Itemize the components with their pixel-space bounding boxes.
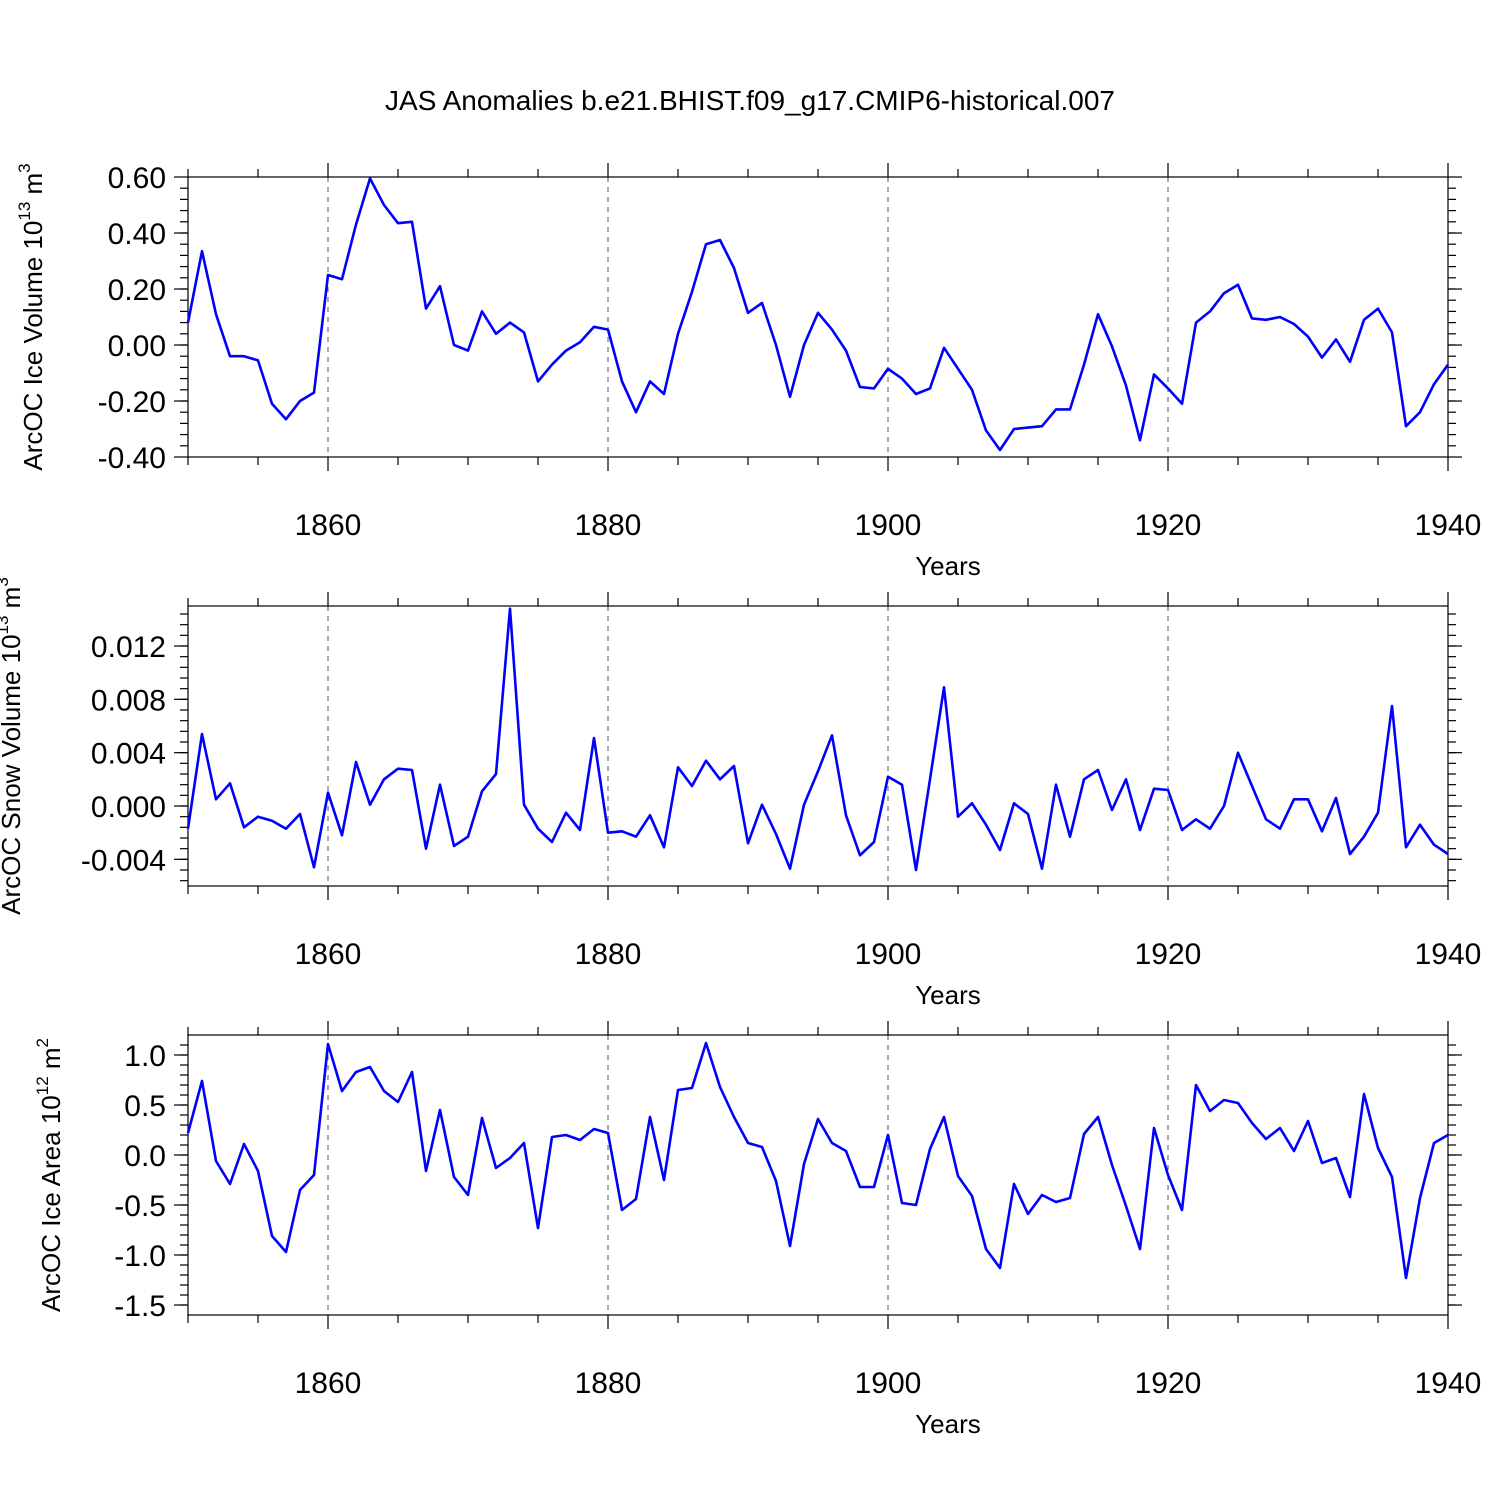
y-tick-label: -0.40 [98, 442, 166, 475]
y-axis-label-superscript: 13 [0, 616, 12, 635]
y-tick-label: -1.5 [114, 1290, 166, 1323]
series-line-snow-volume [186, 607, 1449, 872]
x-tick-label: 1900 [855, 1367, 922, 1400]
y-tick-label: 0.40 [108, 218, 166, 251]
y-axis-label: ArcOC Snow Volume 1013 m3 [0, 577, 26, 915]
y-tick-label: 0.000 [91, 791, 166, 824]
y-axis-label-superscript: 13 [15, 202, 34, 221]
y-axis-label-superscript: 3 [0, 577, 12, 586]
x-tick-label: 1900 [855, 509, 922, 542]
panels: -0.40 -0.20 0.00 0.20 0.40 0.60 1860 1880 1900 19… [0, 162, 1481, 1439]
y-axis-label-superscript: 2 [33, 1038, 52, 1047]
x-tick-label: 1860 [295, 938, 362, 971]
series-line-ice-volume [186, 177, 1450, 452]
y-tick-label: -0.20 [98, 386, 166, 419]
x-tick-label: 1880 [575, 1367, 642, 1400]
panel-snow-volume: -0.004 0.000 0.004 0.008 0.012 1860 1880 1900 19… [0, 577, 1481, 1010]
x-axis-label: Years [915, 551, 981, 581]
y-axis-label-text: m [18, 173, 48, 202]
x-tick-label: 1940 [1415, 1367, 1482, 1400]
x-tick-label: 1880 [575, 509, 642, 542]
y-tick-label: 0.00 [108, 330, 166, 363]
y-axis-label-text: ArcOC Snow Volume 10 [0, 634, 26, 914]
y-axis-label-text: m [0, 587, 26, 616]
y-axis-label-superscript: 3 [15, 163, 34, 172]
x-axis-label: Years [915, 1409, 981, 1439]
y-axis-label-text: ArcOC Ice Volume 10 [18, 221, 48, 471]
x-tick-label: 1860 [295, 1367, 362, 1400]
y-tick-label: 0.008 [91, 684, 166, 717]
series-line-ice-area [186, 1041, 1449, 1280]
y-tick-label: 0.004 [91, 738, 166, 771]
x-tick-label: 1940 [1415, 938, 1482, 971]
panel-ice-area: -1.5 -1.0 -0.5 0.0 0.5 1.0 1860 1880 1900 1920 194… [33, 1021, 1481, 1439]
panel-ice-volume: -0.40 -0.20 0.00 0.20 0.40 0.60 1860 1880 1900 19… [15, 162, 1481, 581]
plot-frame [187, 176, 1449, 458]
x-tick-label: 1880 [575, 938, 642, 971]
y-tick-label: -0.004 [81, 844, 166, 877]
x-tick-label: 1940 [1415, 509, 1482, 542]
plot-frame [187, 605, 1449, 887]
x-tick-label: 1900 [855, 938, 922, 971]
x-tick-label: 1920 [1135, 938, 1202, 971]
y-tick-label: 0.012 [91, 631, 166, 664]
y-axis-label-superscript: 12 [33, 1076, 52, 1095]
y-tick-label: 0.60 [108, 162, 166, 195]
y-axis-label-text: ArcOC Ice Area 10 [36, 1095, 66, 1312]
y-axis-label: ArcOC Ice Volume 1013 m3 [15, 163, 48, 470]
y-tick-label: 0.5 [124, 1090, 166, 1123]
chart-title: JAS Anomalies b.e21.BHIST.f09_g17.CMIP6-… [385, 85, 1115, 116]
y-tick-label: -1.0 [114, 1240, 166, 1273]
y-tick-label: 0.0 [124, 1140, 166, 1173]
y-tick-label: 0.20 [108, 274, 166, 307]
x-axis-label: Years [915, 980, 981, 1010]
x-tick-label: 1920 [1135, 1367, 1202, 1400]
y-axis-label: ArcOC Ice Area 1012 m2 [33, 1038, 66, 1312]
x-tick-label: 1920 [1135, 509, 1202, 542]
y-axis-label-text: m [36, 1047, 66, 1076]
y-tick-label: -0.5 [114, 1190, 166, 1223]
x-tick-label: 1860 [295, 509, 362, 542]
y-tick-label: 1.0 [124, 1040, 166, 1073]
